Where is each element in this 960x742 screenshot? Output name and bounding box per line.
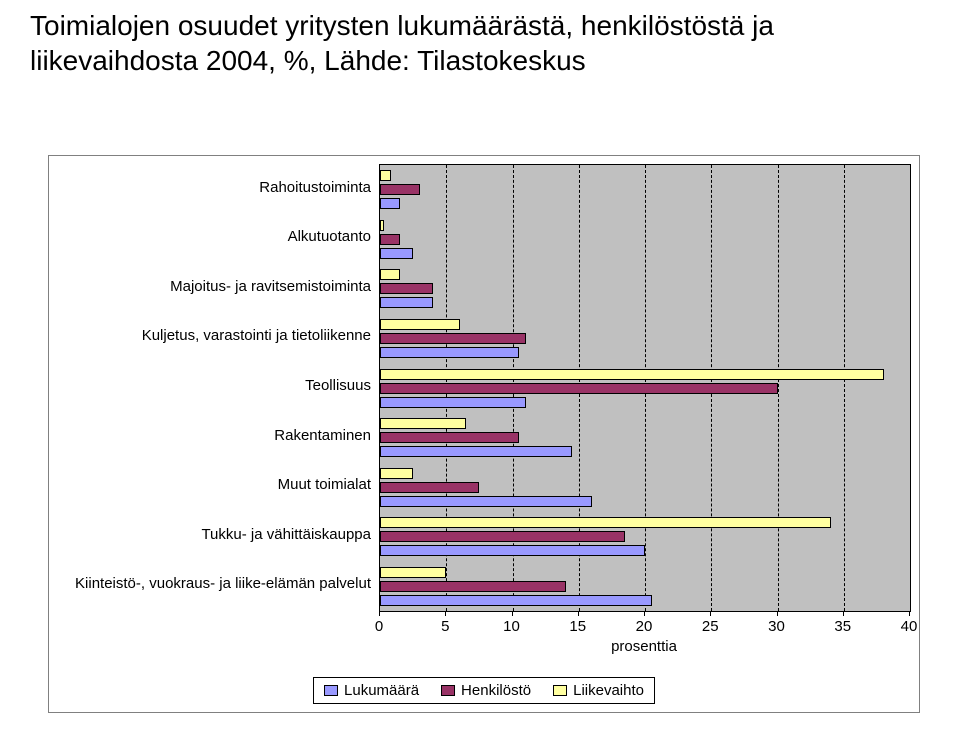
bar	[380, 248, 413, 259]
legend-swatch	[441, 685, 455, 696]
legend-label: Liikevaihto	[573, 682, 644, 699]
x-tick	[909, 612, 910, 616]
grid-line	[910, 165, 911, 611]
x-axis-title: prosenttia	[379, 638, 909, 655]
bar	[380, 446, 572, 457]
legend-label: Henkilöstö	[461, 682, 531, 699]
category-label: Kuljetus, varastointi ja tietoliikenne	[49, 328, 375, 344]
x-tick-label: 0	[375, 618, 383, 635]
bar	[380, 184, 420, 195]
category-label: Teollisuus	[49, 378, 375, 394]
bar	[380, 545, 645, 556]
bar	[380, 234, 400, 245]
x-tick-label: 10	[503, 618, 520, 635]
x-tick-label: 30	[768, 618, 785, 635]
bar	[380, 397, 526, 408]
legend-item: Lukumäärä	[324, 682, 419, 699]
bar	[380, 531, 625, 542]
bar	[380, 468, 413, 479]
category-label: Alkutuotanto	[49, 229, 375, 245]
category-label: Tukku- ja vähittäiskauppa	[49, 527, 375, 543]
category-label: Majoitus- ja ravitsemistoiminta	[49, 279, 375, 295]
bar	[380, 482, 479, 493]
x-tick-label: 20	[636, 618, 653, 635]
x-tick	[578, 612, 579, 616]
legend: Lukumäärä Henkilöstö Liikevaihto	[313, 677, 655, 704]
page-title: Toimialojen osuudet yritysten lukumääräs…	[30, 8, 930, 78]
page-root: Toimialojen osuudet yritysten lukumääräs…	[0, 0, 960, 742]
bar	[380, 220, 384, 231]
bar	[380, 595, 652, 606]
category-label: Kiinteistö-, vuokraus- ja liike-elämän p…	[49, 576, 375, 592]
legend-label: Lukumäärä	[344, 682, 419, 699]
bar	[380, 319, 460, 330]
category-label: Rakentaminen	[49, 428, 375, 444]
bar	[380, 383, 778, 394]
x-tick	[379, 612, 380, 616]
bar	[380, 297, 433, 308]
category-label: Rahoitustoiminta	[49, 180, 375, 196]
bar	[380, 333, 526, 344]
bar	[380, 418, 466, 429]
x-tick-label: 5	[441, 618, 449, 635]
x-tick-label: 35	[834, 618, 851, 635]
x-tick	[445, 612, 446, 616]
grid-line	[778, 165, 779, 611]
bar	[380, 369, 884, 380]
chart-container: Rahoitustoiminta Alkutuotanto Majoitus- ja…	[48, 155, 920, 713]
bar	[380, 496, 592, 507]
bar	[380, 567, 446, 578]
plot-area	[379, 164, 911, 612]
x-tick	[777, 612, 778, 616]
category-labels: Rahoitustoiminta Alkutuotanto Majoitus- ja…	[49, 164, 375, 610]
bar	[380, 269, 400, 280]
grid-line	[844, 165, 845, 611]
x-tick-label: 15	[569, 618, 586, 635]
legend-item: Henkilöstö	[441, 682, 531, 699]
bar	[380, 517, 831, 528]
bar	[380, 283, 433, 294]
category-label: Muut toimialat	[49, 477, 375, 493]
bar	[380, 170, 391, 181]
x-axis: prosenttia 0510152025303540	[379, 612, 909, 662]
bar	[380, 347, 519, 358]
legend-item: Liikevaihto	[553, 682, 644, 699]
legend-swatch	[324, 685, 338, 696]
x-tick	[512, 612, 513, 616]
x-tick	[644, 612, 645, 616]
x-tick	[710, 612, 711, 616]
x-tick-label: 40	[901, 618, 918, 635]
bar	[380, 432, 519, 443]
bar	[380, 198, 400, 209]
bar	[380, 581, 566, 592]
x-tick-label: 25	[702, 618, 719, 635]
x-tick	[843, 612, 844, 616]
legend-swatch	[553, 685, 567, 696]
